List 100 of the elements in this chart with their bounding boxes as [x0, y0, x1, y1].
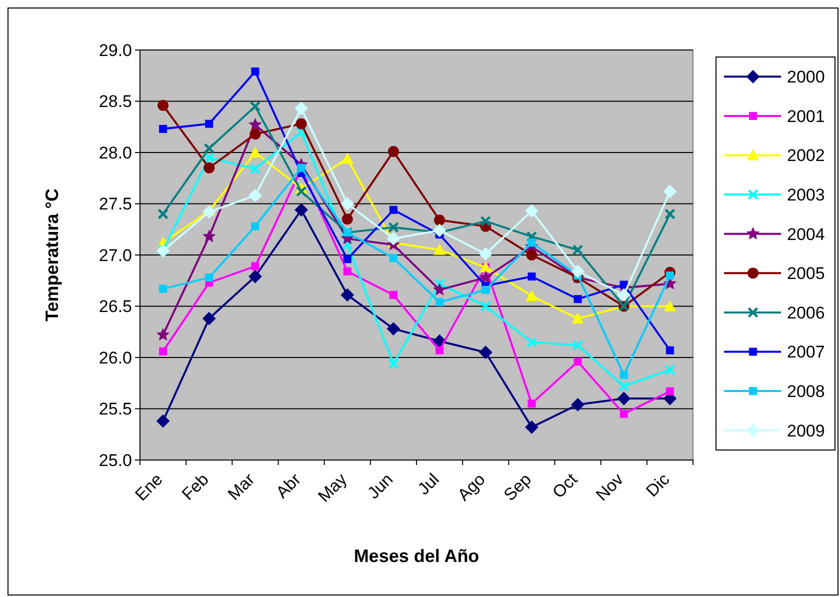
y-tick-label: 25.5: [98, 400, 132, 419]
x-tick-label: May: [314, 469, 351, 506]
point: [248, 270, 262, 284]
point: [571, 398, 584, 412]
point: [479, 247, 492, 260]
y-axis-title: Temperatura °C: [42, 188, 62, 322]
point: [158, 100, 169, 111]
x-tick-label: Jun: [364, 470, 397, 503]
point: [340, 288, 354, 302]
point: [205, 274, 214, 282]
y-tick-label: 27.0: [98, 246, 132, 265]
legend-label: 2009: [787, 421, 825, 440]
x-tick-label: Jul: [414, 470, 443, 499]
x-tick-label: Feb: [178, 470, 212, 504]
point: [296, 118, 307, 130]
point: [158, 208, 168, 220]
x-tick-label: Sep: [500, 470, 535, 505]
point: [156, 328, 170, 341]
point: [296, 186, 306, 197]
point: [249, 146, 262, 158]
x-axis-title: Meses del Año: [354, 546, 480, 566]
point: [340, 197, 354, 210]
point: [389, 206, 398, 214]
point: [617, 392, 630, 405]
x-tick-label: Nov: [592, 469, 628, 505]
point: [202, 230, 216, 242]
point: [432, 282, 446, 296]
point: [572, 312, 584, 324]
point: [250, 101, 260, 112]
y-tick-label: 26.0: [98, 348, 132, 368]
point: [156, 414, 170, 428]
point: [664, 300, 676, 312]
point: [572, 340, 583, 350]
point: [205, 120, 214, 128]
point: [251, 68, 260, 76]
point: [666, 272, 674, 280]
point: [159, 284, 168, 293]
x-tick-label: Oct: [548, 470, 582, 502]
point: [389, 254, 398, 262]
point: [204, 162, 215, 174]
point: [528, 272, 536, 281]
legend-label: 2003: [787, 186, 825, 204]
point: [250, 164, 260, 174]
point: [617, 288, 630, 302]
y-tick-label: 29.0: [98, 40, 132, 60]
point: [526, 290, 538, 301]
point: [666, 387, 674, 396]
point: [433, 224, 446, 237]
legend-label: 2007: [787, 342, 825, 362]
point: [480, 301, 491, 312]
point: [156, 244, 170, 258]
point: [294, 102, 308, 115]
point: [386, 322, 400, 336]
legend-label: 2000: [787, 68, 825, 87]
y-tick-label: 27.5: [98, 194, 132, 214]
x-tick-label: Mar: [224, 470, 259, 504]
point: [664, 364, 676, 375]
y-tick-label: 26.5: [98, 297, 132, 316]
point: [620, 410, 628, 418]
point: [204, 143, 214, 154]
point: [574, 358, 582, 366]
point: [574, 295, 582, 304]
x-tick-label: Ago: [454, 470, 489, 505]
point: [620, 370, 628, 379]
point: [571, 264, 584, 278]
point: [250, 128, 261, 140]
y-tick-label: 28.0: [98, 143, 132, 162]
point: [248, 189, 262, 202]
point: [434, 244, 446, 255]
point: [248, 118, 262, 130]
point: [618, 381, 629, 392]
point: [482, 286, 490, 294]
x-tick-label: Abr: [272, 470, 305, 502]
point: [294, 203, 308, 216]
point: [478, 270, 492, 284]
point: [572, 244, 583, 255]
point: [436, 298, 444, 306]
point: [343, 267, 352, 276]
legend-label: 2006: [787, 303, 825, 322]
point: [663, 184, 676, 198]
point: [666, 346, 674, 354]
point: [251, 222, 260, 230]
point: [479, 346, 492, 359]
point: [202, 205, 216, 218]
x-tick-label: Ene: [131, 470, 166, 505]
point: [388, 222, 399, 232]
point: [480, 216, 491, 226]
point: [525, 420, 538, 434]
legend-label: 2002: [787, 146, 825, 166]
point: [386, 232, 400, 246]
legend-label: 2008: [787, 382, 825, 401]
point: [251, 262, 260, 270]
point: [343, 255, 352, 264]
point: [202, 312, 216, 326]
point: [526, 250, 538, 260]
x-tick-label: Dic: [642, 469, 674, 501]
point: [159, 347, 168, 356]
point: [664, 208, 676, 220]
point: [525, 204, 538, 218]
y-tick-label: 28.5: [98, 92, 132, 112]
